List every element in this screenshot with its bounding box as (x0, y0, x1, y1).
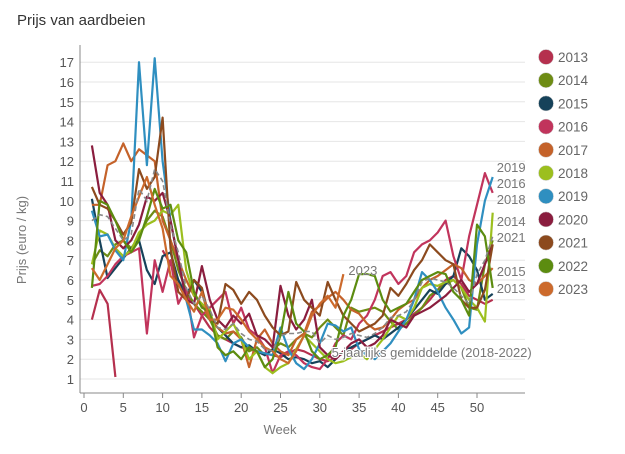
end-label-2015: 2015 (497, 264, 526, 279)
x-tick-label: 35 (352, 400, 366, 415)
y-tick-label: 2 (67, 352, 74, 367)
y-tick-label: 4 (67, 313, 74, 328)
y-tick-label: 14 (60, 115, 74, 130)
end-label-2018: 2018 (497, 192, 526, 207)
legend-marker (538, 188, 554, 204)
legend-marker (538, 281, 554, 297)
y-tick-label: 12 (60, 154, 74, 169)
legend-marker (538, 211, 554, 228)
x-tick-label: 40 (391, 400, 405, 415)
y-tick-label: 16 (60, 75, 74, 90)
legend-item-2018[interactable]: 2018 (538, 165, 589, 182)
x-tick-label: 10 (155, 400, 169, 415)
y-tick-label: 17 (60, 55, 74, 70)
legend-item-2022[interactable]: 2022 (538, 258, 589, 274)
y-tick-label: 3 (67, 332, 74, 347)
legend-item-2015[interactable]: 2015 (538, 95, 589, 112)
series-line-2021 (90, 116, 494, 337)
x-axis-label: Week (264, 422, 297, 437)
y-tick-label: 13 (60, 134, 74, 149)
legend-marker (538, 95, 554, 112)
legend-label: 2021 (558, 236, 588, 251)
legend-item-2019[interactable]: 2019 (538, 188, 589, 205)
end-label-2013: 2013 (497, 281, 526, 296)
series-line-2022 (90, 187, 494, 369)
series-line-2016 (91, 172, 494, 375)
legend-label: 2017 (558, 143, 588, 158)
x-tick-label: 50 (470, 400, 484, 415)
end-label-2016: 2016 (497, 176, 526, 191)
legend-item-2021[interactable]: 2021 (538, 234, 589, 251)
legend-label: 2020 (558, 212, 588, 227)
legend-marker (538, 165, 554, 181)
legend-item-2017[interactable]: 2017 (538, 142, 589, 158)
chart-title: Prijs van aardbeien (17, 12, 146, 29)
series-line-2023 (90, 175, 345, 365)
average-line (91, 167, 494, 353)
legend-marker (538, 234, 554, 251)
legend-label: 2015 (558, 96, 588, 111)
series-line-2017 (91, 142, 494, 369)
y-axis-label: Prijs (euro / kg) (14, 196, 29, 284)
x-tick-label: 30 (313, 400, 327, 415)
legend-item-2014[interactable]: 2014 (538, 72, 589, 89)
x-tick-label: 15 (195, 400, 209, 415)
legend-label: 2022 (558, 259, 588, 274)
legend-item-2023[interactable]: 2023 (538, 281, 589, 298)
end-label-2019: 2019 (497, 160, 526, 175)
end-label-2014: 2014 (497, 214, 526, 229)
end-label-2023: 2023 (348, 263, 377, 278)
y-tick-label: 7 (67, 253, 74, 268)
y-tick-label: 15 (60, 95, 74, 110)
y-tick-label: 1 (67, 372, 74, 387)
legend-marker (538, 142, 554, 158)
legend-item-2016[interactable]: 2016 (538, 118, 589, 135)
y-tick-label: 10 (60, 194, 74, 209)
legend-marker (538, 72, 554, 88)
legend-label: 2019 (558, 189, 588, 204)
legend-marker (538, 258, 554, 274)
legend-marker (538, 118, 554, 135)
legend-label: 2016 (558, 120, 588, 135)
legend-label: 2023 (558, 282, 588, 297)
legend-label: 2014 (558, 73, 589, 88)
y-tick-label: 5 (67, 293, 74, 308)
y-tick-label: 6 (67, 273, 74, 288)
y-tick-label: 11 (61, 174, 75, 189)
average-label: 5-jaarlijks gemiddelde (2018-2022) (332, 345, 532, 360)
legend-item-2020[interactable]: 2020 (538, 211, 589, 228)
x-tick-label: 20 (234, 400, 248, 415)
x-tick-label: 0 (80, 400, 87, 415)
x-tick-label: 45 (430, 400, 444, 415)
end-label-2021: 2021 (497, 230, 526, 245)
y-tick-label: 9 (67, 214, 74, 229)
x-tick-label: 5 (120, 400, 127, 415)
y-tick-label: 8 (67, 233, 74, 248)
legend-item-2013[interactable]: 2013 (538, 49, 589, 66)
legend-marker (538, 49, 554, 65)
legend-label: 2018 (558, 166, 588, 181)
legend-label: 2013 (558, 50, 588, 65)
x-tick-label: 25 (273, 400, 287, 415)
